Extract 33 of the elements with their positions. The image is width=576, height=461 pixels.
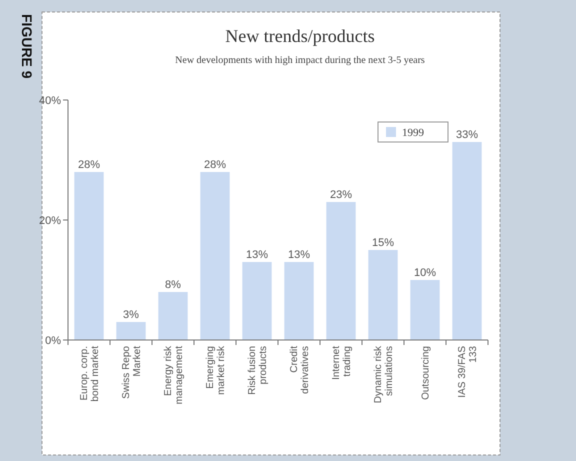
y-tick-label: 40% (38, 94, 62, 107)
x-tick-label: Internet trading (331, 346, 353, 380)
bar (158, 292, 188, 340)
bar (452, 142, 482, 340)
bar (116, 322, 146, 340)
x-tick-label: Energy risk management (163, 345, 185, 404)
caption: FIGURE 9 (19, 14, 35, 79)
text: 8% (165, 279, 181, 291)
bar (326, 202, 356, 340)
text: 13% (288, 249, 310, 261)
chart-title: New trends/products (225, 26, 375, 46)
x-tick-label: Europ. corp. bond market (79, 346, 101, 402)
x-tick-label: Swiss Repo Market (121, 346, 143, 399)
text: 15% (372, 237, 394, 249)
text: 28% (204, 159, 226, 171)
x-tick-label: Outsourcing (420, 346, 432, 400)
bar (368, 250, 398, 340)
text: 33% (456, 129, 478, 141)
text: 28% (78, 159, 100, 171)
bar (410, 280, 440, 340)
bar (284, 262, 314, 340)
chart-subtitle: New developments with high impact during the next 3-5 years (175, 55, 425, 66)
y-tick-label: 20% (38, 214, 62, 227)
y-tick-label: 0% (45, 334, 62, 347)
text: 3% (123, 309, 139, 321)
legend-label: 1999 (402, 126, 424, 139)
text: 10% (414, 267, 436, 279)
x-tick-label: IAS 39/FAS 133 (457, 346, 479, 398)
bar (242, 262, 272, 340)
bar (74, 172, 104, 340)
text: 23% (330, 189, 352, 201)
bar (200, 172, 230, 340)
text: 13% (246, 249, 268, 261)
